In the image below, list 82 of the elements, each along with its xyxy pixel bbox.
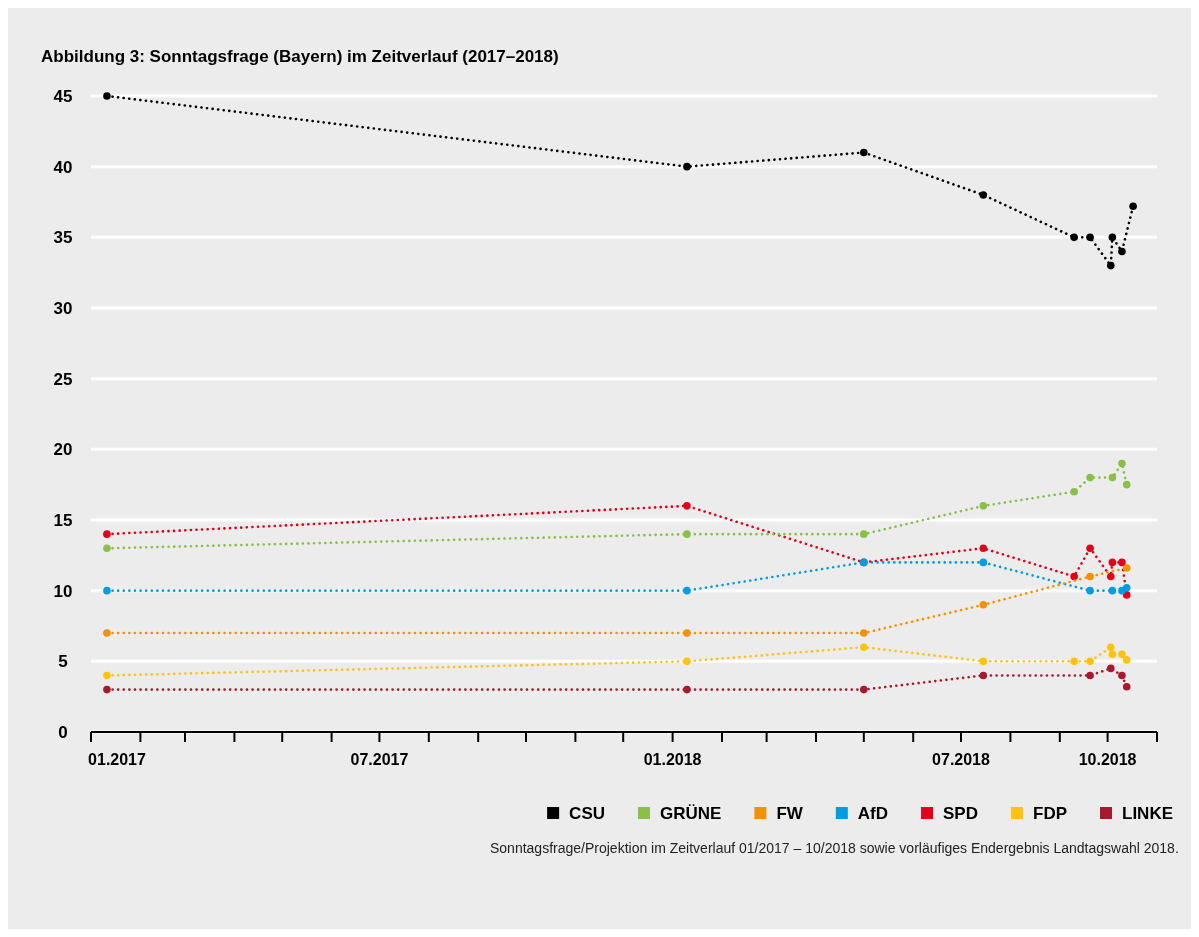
x-tick-label: 01.2017 [88,751,147,768]
point [979,657,988,666]
y-tick-label: 25 [53,369,73,389]
point [1106,572,1115,581]
point [103,685,111,694]
point [1070,487,1078,496]
point [1070,572,1078,581]
y-tick-label: 35 [53,228,73,248]
point [683,530,691,538]
point [683,586,691,595]
point [1118,558,1126,567]
point [1086,657,1094,666]
y-tick-label: 20 [53,440,73,460]
legend-label: AfD [857,804,889,823]
legend-label: GRÜNE [660,804,722,823]
y-tick-label: 0 [58,722,68,742]
point [683,162,691,171]
point [103,586,111,595]
point [979,544,988,553]
point [860,685,868,694]
point [103,530,111,538]
point [979,558,988,567]
legend-label: LINKE [1122,804,1173,823]
point [979,601,988,609]
point [1108,233,1117,242]
point [1118,247,1126,256]
chart-title: Abbildung 3: Sonntagsfrage (Bayern) im Zeitverlauf (2017–2018) [41,47,559,66]
point [1118,459,1126,468]
point [1118,671,1126,680]
point [1106,664,1115,673]
legend-label: FW [776,804,804,823]
point [860,629,868,637]
point [103,671,111,680]
point [1122,480,1131,489]
point [683,685,691,694]
y-tick-label: 5 [58,652,68,672]
text: Sonntagsfrage/Projektion im Zeitverlauf 01/2017 – 10/2018 sowie vorläufiges Endergebnis Landtagswahl 2018. [490,840,1179,856]
point [1122,591,1131,599]
point [979,671,988,680]
y-tick-label: 45 [53,86,73,106]
point [1086,473,1094,482]
point [1070,233,1078,242]
y-tick-label: 40 [53,157,73,177]
point [1106,643,1115,651]
point [1108,650,1117,659]
point [1086,671,1094,680]
point [1086,572,1094,581]
point [1108,558,1117,567]
point [860,643,868,651]
legend-label: CSU [569,804,606,823]
x-tick-label: 07.2018 [932,751,991,768]
point [103,544,111,553]
point [683,629,691,637]
point [1129,202,1137,211]
point [103,629,111,637]
x-tick-label: 01.2018 [643,751,702,768]
point [103,92,111,100]
point [1070,657,1078,666]
point [1086,544,1094,553]
point [1122,656,1131,664]
point [1122,584,1131,592]
legend-label: FDP [1033,804,1067,823]
point [1086,586,1094,595]
legend-label: SPD [943,804,979,823]
x-tick-label: 07.2017 [350,751,409,768]
x-tick-label: 10.2018 [1078,751,1137,768]
point [1106,261,1115,270]
y-tick-label: 10 [53,581,73,601]
point [1086,233,1094,242]
point [979,191,988,199]
point [1108,473,1117,482]
point [1118,650,1126,659]
y-tick-label: 15 [53,510,73,530]
point [1122,682,1131,691]
point [979,502,988,510]
point [1122,564,1131,572]
point [860,148,868,157]
point [1108,586,1117,595]
y-tick-label: 30 [53,298,73,318]
point [683,657,691,666]
point [860,530,868,538]
point [683,502,691,510]
